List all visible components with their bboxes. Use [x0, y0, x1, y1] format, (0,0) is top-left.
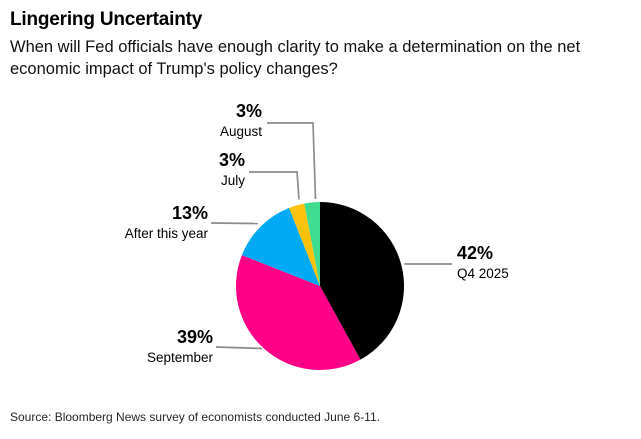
callout-q4-2025: 42% Q4 2025	[457, 243, 617, 281]
leader-line-august	[267, 122, 317, 200]
leader-line-after-this-year	[210, 222, 259, 225]
chart-subtitle-line-2: economic impact of Trump's policy change…	[10, 59, 338, 78]
pie-slice-after-this-year	[241, 207, 320, 286]
callout-july: 3% July	[85, 150, 245, 188]
callout-september-percent: 39%	[176, 327, 213, 347]
callout-august: 3% August	[102, 101, 262, 139]
chart-subtitle: When will Fed officials have enough clar…	[10, 37, 580, 80]
pie-slice-july	[289, 203, 320, 286]
leader-line-september	[215, 346, 263, 350]
callout-august-percent: 3%	[235, 101, 262, 121]
chart-subtitle-line-1: When will Fed officials have enough clar…	[10, 38, 581, 56]
chart-title: Lingering Uncertainty	[10, 9, 203, 30]
pie-slice-q4-2025	[320, 201, 405, 360]
callout-september-label: September	[146, 350, 213, 365]
pie-slices-group	[236, 201, 405, 371]
callout-after-this-year-percent: 13%	[171, 203, 208, 223]
callout-q4-2025-label: Q4 2025	[457, 266, 509, 281]
callout-after-this-year-label: After this year	[124, 226, 208, 241]
callout-july-percent: 3%	[218, 150, 245, 170]
pie-slice-august	[304, 202, 320, 286]
source-note: Source: Bloomberg News survey of economi…	[10, 410, 380, 424]
leader-line-july	[249, 171, 300, 200]
callout-july-label: July	[220, 173, 245, 188]
callout-q4-2025-percent: 42%	[457, 243, 494, 263]
callout-september: 39% September	[53, 327, 213, 365]
callout-august-label: August	[219, 124, 262, 139]
pie-slice-september	[236, 255, 361, 371]
callout-after-this-year: 13% After this year	[48, 203, 208, 241]
